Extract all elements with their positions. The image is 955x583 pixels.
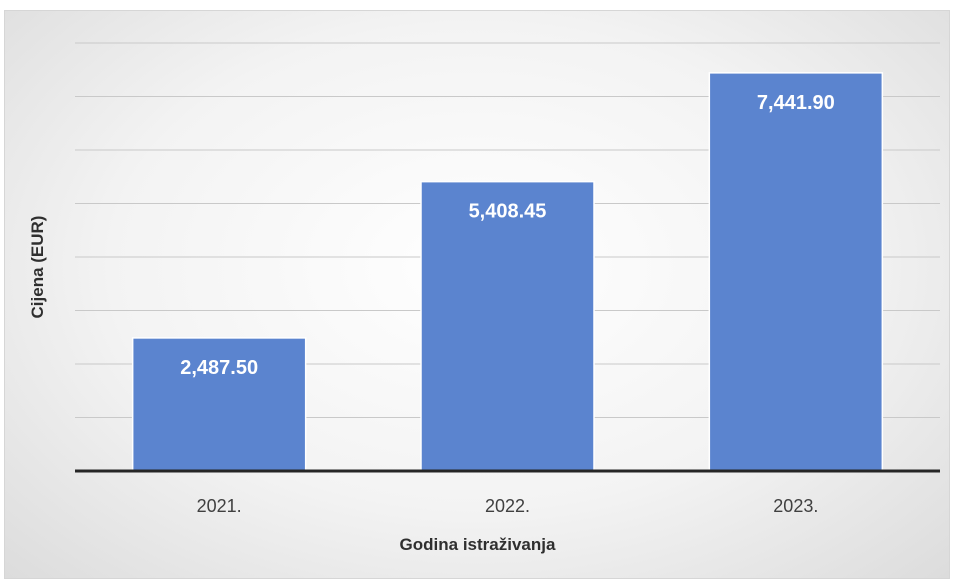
data-label: 2,487.50 — [180, 357, 258, 379]
x-tick-label: 2022. — [485, 496, 530, 516]
x-axis-title: Godina istraživanja — [400, 535, 556, 554]
bar-2021 — [131, 337, 307, 472]
x-tick-labels: 2021. 2022. 2023. — [197, 496, 819, 516]
bar-2022 — [420, 180, 595, 472]
bar-chart: 2,487.50 5,408.45 7,441.90 2021. 2022. 2023.… — [28, 42, 940, 554]
data-label: 7,441.90 — [757, 92, 835, 114]
chart-area: 2,487.50 5,408.45 7,441.90 2021. 2022. 2023.… — [4, 10, 950, 579]
x-tick-label: 2021. — [197, 496, 242, 516]
data-label: 5,408.45 — [469, 201, 547, 223]
bars — [131, 72, 884, 472]
y-axis-title: Cijena (EUR) — [28, 216, 47, 319]
x-tick-label: 2023. — [773, 496, 818, 516]
bar-2023 — [708, 72, 884, 472]
data-labels: 2,487.50 5,408.45 7,441.90 — [180, 92, 835, 379]
